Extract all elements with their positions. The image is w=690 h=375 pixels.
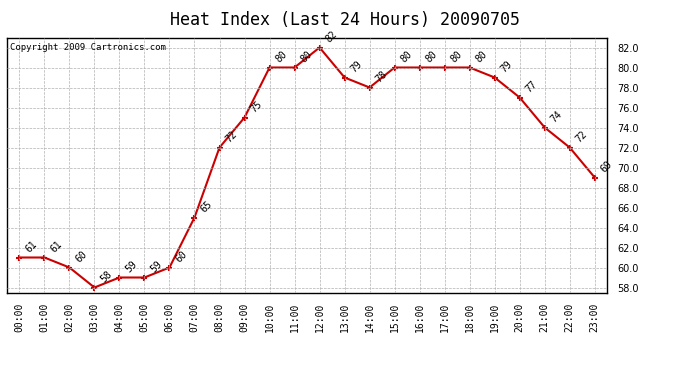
Text: 74: 74 <box>549 110 564 125</box>
Text: 60: 60 <box>74 249 89 265</box>
Text: 80: 80 <box>474 50 489 65</box>
Text: 72: 72 <box>224 129 239 145</box>
Text: 80: 80 <box>299 50 314 65</box>
Text: 80: 80 <box>274 50 289 65</box>
Text: Copyright 2009 Cartronics.com: Copyright 2009 Cartronics.com <box>10 43 166 52</box>
Text: 59: 59 <box>148 260 164 275</box>
Text: 61: 61 <box>23 239 39 255</box>
Text: 78: 78 <box>374 69 389 85</box>
Text: 82: 82 <box>324 29 339 45</box>
Text: 79: 79 <box>348 59 364 75</box>
Text: 77: 77 <box>524 80 539 95</box>
Text: 61: 61 <box>48 239 64 255</box>
Text: 60: 60 <box>174 249 189 265</box>
Text: Heat Index (Last 24 Hours) 20090705: Heat Index (Last 24 Hours) 20090705 <box>170 11 520 29</box>
Text: 79: 79 <box>499 59 514 75</box>
Text: 65: 65 <box>199 200 214 215</box>
Text: 80: 80 <box>448 50 464 65</box>
Text: 75: 75 <box>248 99 264 115</box>
Text: 72: 72 <box>574 129 589 145</box>
Text: 80: 80 <box>424 50 439 65</box>
Text: 80: 80 <box>399 50 414 65</box>
Text: 69: 69 <box>599 159 614 175</box>
Text: 58: 58 <box>99 269 114 285</box>
Text: 59: 59 <box>124 260 139 275</box>
